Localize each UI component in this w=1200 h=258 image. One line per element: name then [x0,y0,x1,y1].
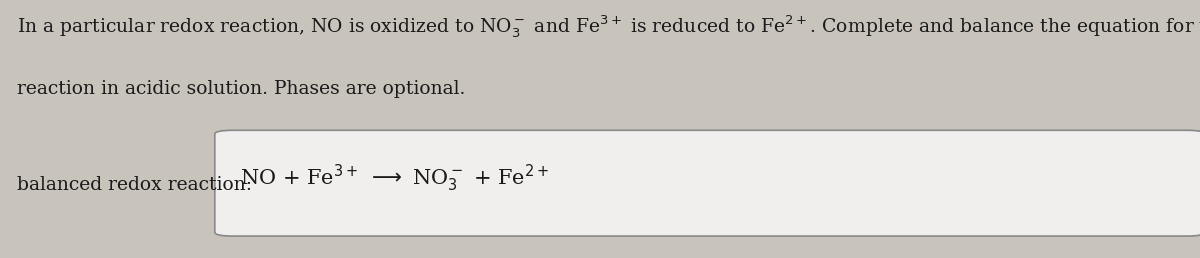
Text: In a particular redox reaction, NO is oxidized to NO$_3^-$ and Fe$^{3+}$ is redu: In a particular redox reaction, NO is ox… [17,13,1200,40]
Text: NO + Fe$^{3+}$ $\longrightarrow$ NO$_3^-$ + Fe$^{2+}$: NO + Fe$^{3+}$ $\longrightarrow$ NO$_3^-… [240,162,550,194]
Text: balanced redox reaction:: balanced redox reaction: [17,175,252,194]
Text: reaction in acidic solution. Phases are optional.: reaction in acidic solution. Phases are … [17,80,466,98]
